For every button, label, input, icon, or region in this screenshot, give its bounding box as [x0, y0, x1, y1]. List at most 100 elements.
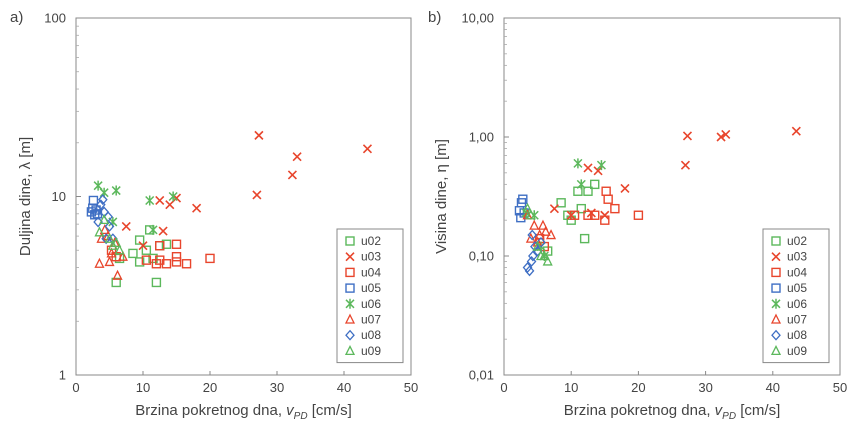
data-point — [539, 250, 550, 261]
data-point — [114, 244, 125, 255]
series-u04 — [106, 239, 215, 269]
data-point — [171, 239, 182, 249]
data-point — [192, 203, 202, 213]
data-point — [610, 203, 620, 214]
x-tick-label: 40 — [337, 380, 351, 395]
x-tick-label: 10 — [564, 380, 578, 395]
data-point — [362, 144, 373, 154]
data-point — [573, 158, 583, 169]
data-point — [576, 179, 586, 190]
y-tick-label: 1 — [59, 368, 66, 383]
x-tick-label: 50 — [404, 380, 418, 395]
data-point — [171, 251, 182, 262]
legend-marker — [771, 267, 781, 278]
data-point — [168, 191, 178, 202]
data-point — [90, 210, 100, 220]
legend-marker — [345, 329, 355, 341]
data-point — [603, 194, 613, 204]
data-point — [532, 240, 543, 251]
data-point — [596, 160, 606, 171]
data-point — [522, 202, 533, 213]
x-tick-label: 30 — [698, 380, 712, 395]
data-point — [252, 190, 262, 200]
data-point — [106, 247, 117, 258]
data-point — [583, 163, 593, 173]
legend-marker — [770, 344, 782, 356]
data-point — [141, 245, 152, 255]
data-point — [101, 233, 112, 245]
data-point — [103, 211, 114, 223]
y-axis-label: Duljina dine, λ [m] — [17, 137, 34, 256]
data-point — [590, 179, 600, 190]
y-tick-label: 0,10 — [469, 249, 494, 264]
series-u09 — [94, 213, 125, 255]
x-tick-label: 10 — [136, 380, 150, 395]
legend-marker — [771, 283, 781, 293]
legend-label: u09 — [361, 344, 381, 358]
y-tick-label: 10 — [52, 189, 66, 204]
data-point — [721, 129, 731, 140]
data-point — [107, 233, 118, 245]
data-point — [104, 220, 115, 232]
data-point — [97, 194, 108, 206]
x-tick-label: 20 — [203, 380, 217, 395]
data-point — [134, 235, 145, 245]
data-point — [530, 241, 540, 253]
data-point — [94, 257, 105, 268]
data-point — [576, 203, 586, 214]
x-tick-label: 0 — [500, 380, 507, 395]
series-u03 — [121, 130, 373, 251]
legend-label: u05 — [361, 281, 381, 295]
legend-label: u03 — [361, 250, 381, 264]
data-point — [583, 186, 593, 196]
data-point — [111, 185, 121, 196]
legend-marker — [345, 267, 355, 278]
data-point — [518, 194, 528, 204]
legend-label: u04 — [787, 265, 807, 279]
series-u09 — [522, 202, 553, 266]
data-point — [525, 209, 536, 220]
series-u03 — [549, 126, 801, 220]
data-point — [155, 195, 165, 206]
data-point — [141, 255, 152, 265]
y-tick-label: 1,00 — [469, 130, 494, 145]
legend-label: u08 — [361, 328, 381, 342]
data-point — [524, 265, 535, 277]
legend-marker — [771, 236, 781, 246]
data-point — [529, 219, 540, 230]
data-point — [112, 269, 123, 280]
series-u07 — [94, 223, 128, 280]
data-point — [104, 255, 115, 267]
legend-label: u02 — [787, 234, 807, 248]
data-point — [583, 210, 593, 220]
data-point — [145, 195, 155, 206]
x-axis-label: Brzina pokretnog dna, vPD [cm/s] — [564, 402, 781, 422]
legend-marker — [770, 313, 782, 324]
data-point — [620, 183, 630, 193]
legend-label: u04 — [361, 265, 381, 279]
legend-marker — [344, 344, 356, 356]
legend-label: u06 — [787, 297, 807, 311]
x-axis-label: Brzina pokretnog dna, vPD [cm/s] — [135, 402, 352, 422]
data-point — [104, 232, 115, 243]
data-point — [791, 126, 801, 136]
data-point — [633, 210, 644, 220]
legend-marker — [345, 283, 355, 293]
data-point — [287, 170, 297, 180]
y-tick-label: 0,01 — [469, 368, 494, 383]
data-point — [522, 262, 533, 274]
y-tick-label: 100 — [44, 11, 66, 26]
data-point — [181, 259, 192, 269]
data-point — [151, 277, 162, 288]
legend-label: u05 — [787, 281, 807, 295]
y-tick-label: 10,00 — [461, 11, 494, 26]
data-point — [94, 226, 105, 237]
panel-label: b) — [428, 9, 441, 26]
legend-label: u08 — [787, 328, 807, 342]
data-point — [155, 241, 165, 251]
legend-marker — [771, 329, 781, 341]
panel-label: a) — [10, 9, 23, 26]
data-point — [556, 198, 566, 208]
